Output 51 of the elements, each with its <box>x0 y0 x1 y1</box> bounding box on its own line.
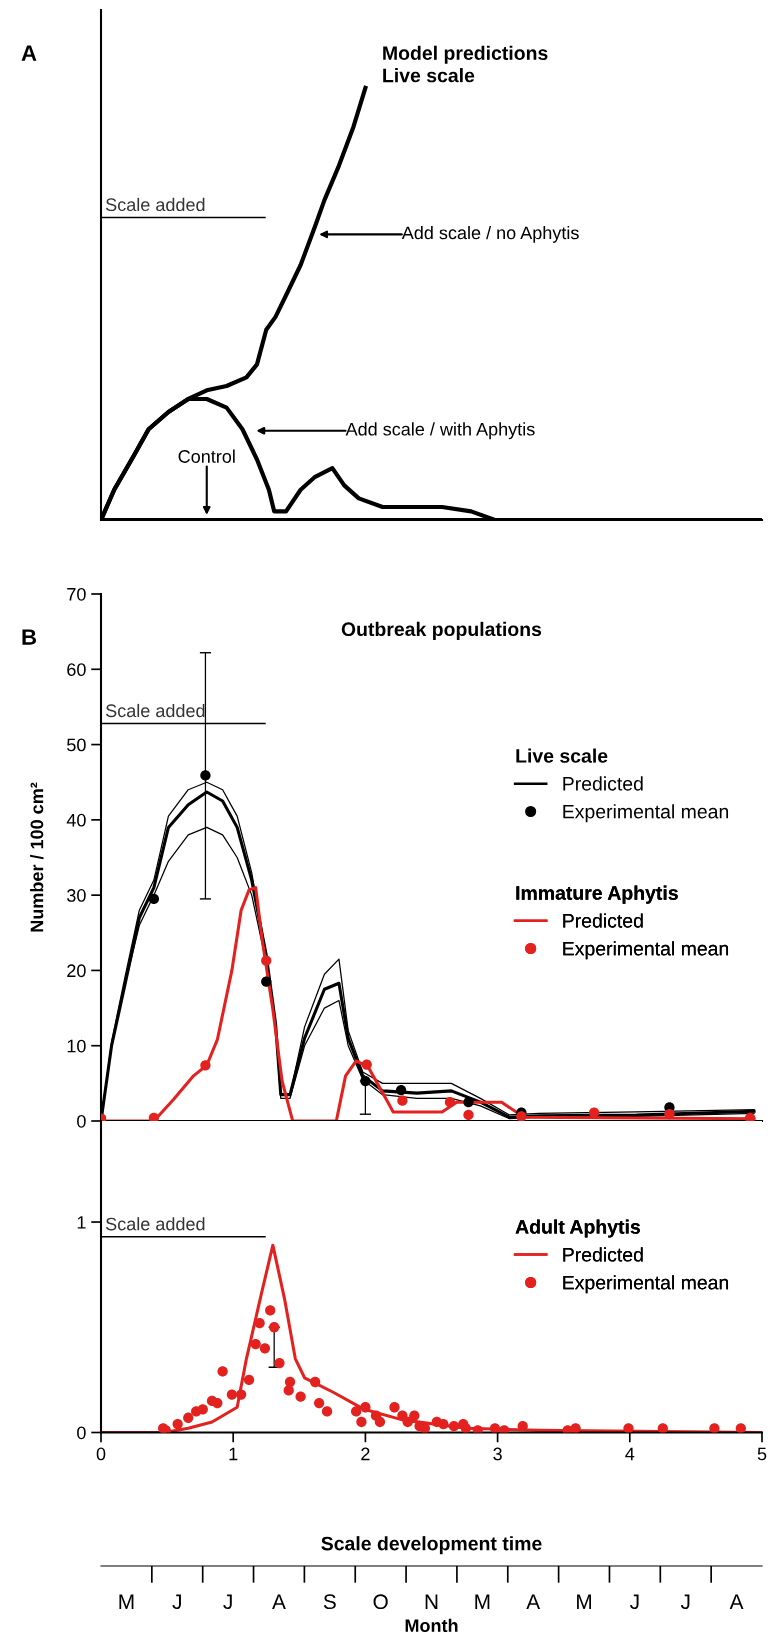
y-tick-label: 0 <box>77 1114 86 1128</box>
y-tick-label: 30 <box>67 889 86 902</box>
annotation: Add scale / with Aphytis <box>345 422 535 440</box>
category-label: S <box>323 1594 336 1610</box>
y-tick-label: 1 <box>77 1216 86 1229</box>
legend-label: Experimental mean <box>563 1275 729 1294</box>
y-tick-label: 40 <box>66 813 86 827</box>
text: Immature Aphytis <box>516 885 678 904</box>
legend-label: Experimental mean <box>563 804 729 823</box>
y-tick-label: 70 <box>67 587 86 601</box>
text: A <box>21 45 37 61</box>
x-tick-label: 1 <box>229 1447 238 1461</box>
x-tick-label: 5 <box>757 1447 767 1461</box>
category-label: J <box>680 1594 690 1610</box>
category-label: J <box>172 1594 181 1610</box>
text: Outbreak populations <box>341 621 542 640</box>
annotation: Control <box>178 449 235 463</box>
x-tick-label: 2 <box>361 1447 370 1461</box>
category-label: A <box>526 1594 541 1609</box>
category-label: N <box>425 1594 438 1609</box>
text: Adult Aphytis <box>515 1219 640 1238</box>
legend-label: Experimental mean <box>563 941 729 960</box>
text: B <box>22 629 37 645</box>
series-label: Scale added <box>105 197 205 212</box>
y-tick-label: 60 <box>67 663 86 677</box>
text: Live scale <box>516 748 608 763</box>
x-axis-title: Scale development time <box>321 1536 542 1555</box>
legend-label: Scale added <box>105 1217 205 1231</box>
y-tick-label: 10 <box>67 1039 86 1053</box>
legend-label: Predicted <box>563 776 643 791</box>
x-tick-label: 4 <box>625 1447 635 1461</box>
category-label: M <box>119 1594 134 1609</box>
category-label: J <box>223 1594 232 1610</box>
y-tick-label: 50 <box>67 738 86 752</box>
category-label: M <box>475 1594 490 1609</box>
y-tick-label: 20 <box>67 964 86 978</box>
legend-label: Predicted <box>563 1247 643 1262</box>
legend-label: Predicted <box>563 913 643 928</box>
category-label: M <box>577 1594 592 1609</box>
category-label: O <box>373 1594 388 1610</box>
x-tick-label: 0 <box>96 1447 106 1461</box>
y-tick-label: 0 <box>77 1426 86 1440</box>
category-label: J <box>630 1594 639 1610</box>
y-axis-title: Number / 100 cm² <box>30 782 44 932</box>
series-label: Scale added <box>105 703 205 718</box>
category-label: A <box>729 1594 744 1609</box>
chart-title: Model predictions Live scale <box>383 45 548 83</box>
category-label: A <box>272 1594 286 1609</box>
annotation: Add scale / no Aphytis <box>401 225 579 243</box>
text: Month <box>405 1618 458 1633</box>
x-tick-label: 3 <box>493 1447 502 1461</box>
